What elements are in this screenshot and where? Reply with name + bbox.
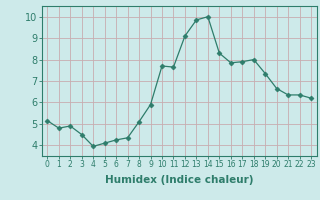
- X-axis label: Humidex (Indice chaleur): Humidex (Indice chaleur): [105, 175, 253, 185]
